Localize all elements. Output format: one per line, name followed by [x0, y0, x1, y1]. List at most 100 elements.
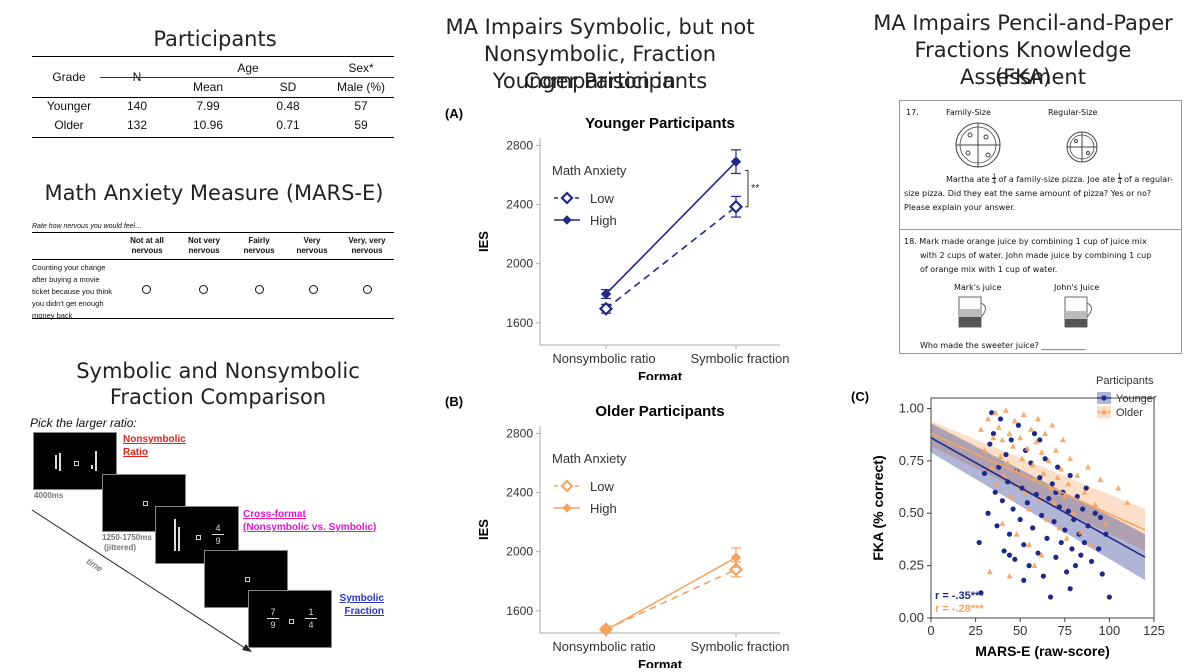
older-point — [1006, 572, 1013, 579]
row-male: 57 — [354, 98, 368, 113]
older-point — [997, 453, 1004, 460]
older-point — [1038, 449, 1045, 455]
header-grade: Grade — [52, 70, 86, 84]
regular-pizza-icon — [1066, 131, 1098, 163]
mars-title: Math Anxiety Measure (MARS-E) — [44, 181, 384, 205]
younger-point — [1055, 464, 1061, 470]
younger-point — [1062, 527, 1068, 533]
symbolic-screen: 7 9 1 4 — [248, 590, 332, 648]
older-point — [1084, 463, 1091, 470]
time-jitter-2: (jittered) — [104, 543, 136, 552]
younger-point — [1067, 472, 1073, 479]
legend-label: Older — [1116, 407, 1143, 419]
legend-label: Younger — [1116, 393, 1157, 405]
older-point — [1017, 434, 1024, 441]
older-point — [1042, 430, 1049, 437]
cross-fraction: 4 9 — [212, 523, 224, 546]
younger-point — [1106, 594, 1112, 600]
table-row: Younger 140 7.99 0.48 57 — [32, 96, 394, 115]
younger-point — [1031, 431, 1038, 437]
mars-option-1[interactable] — [142, 285, 151, 294]
older-point — [1124, 499, 1131, 506]
mars-col-5: Very, very nervous — [348, 236, 386, 255]
mars-prompt: Rate how nervous you would feel… — [32, 223, 143, 230]
older-point — [1027, 426, 1034, 432]
row-n: 140 — [126, 98, 148, 113]
older-point — [1067, 455, 1074, 462]
legend-marker — [562, 503, 572, 513]
younger-point — [1010, 506, 1016, 512]
younger-point — [1001, 548, 1007, 554]
mars-option-2[interactable] — [199, 285, 208, 294]
header-rule — [32, 97, 394, 98]
older-point — [985, 415, 992, 422]
comparison-title-2: Fraction Comparison — [109, 385, 327, 409]
younger-point — [1078, 552, 1084, 558]
chart-older: (B) Older Participants 1600 2000 2400 2800 Non… — [445, 394, 789, 668]
y-tick-label: 0.75 — [899, 453, 924, 468]
older-point — [1097, 476, 1104, 483]
table-row: Older 132 10.96 0.71 59 — [32, 115, 394, 134]
older-point — [977, 426, 984, 432]
mars-col-4: Very nervous — [296, 236, 328, 255]
younger-point — [1081, 539, 1088, 546]
younger-point — [1024, 500, 1030, 506]
header-male: Male (%) — [336, 79, 385, 94]
younger-point — [978, 590, 984, 596]
y-tick-label: 0.25 — [899, 558, 924, 573]
younger-point — [1008, 437, 1014, 443]
y-tick-label: 2000 — [506, 545, 533, 559]
younger-point — [1006, 552, 1013, 558]
regular-size-label: Regular-Size — [1048, 108, 1098, 117]
series-line-low — [605, 206, 737, 310]
x-axis-label: Format — [638, 369, 683, 380]
symbolic-left-fraction: 7 9 — [267, 607, 279, 630]
younger-point — [992, 489, 998, 495]
mark-juice-label: Mark's juice — [954, 283, 1002, 292]
mars-bottom-rule — [32, 318, 394, 319]
older-point — [1049, 422, 1056, 428]
mars-option-5[interactable] — [363, 285, 372, 294]
chart-title: Older Participants — [595, 403, 724, 420]
mars-col-1: Not at all nervous — [130, 236, 164, 255]
x-tick-label: 0 — [927, 623, 934, 638]
younger-point — [1044, 535, 1050, 541]
older-point — [1018, 455, 1025, 462]
mars-option-3[interactable] — [255, 285, 264, 294]
older-point — [1031, 562, 1038, 569]
legend-title: Math Anxiety — [552, 163, 627, 178]
right-title-2: Fractions Knowledge Assessment — [914, 38, 1132, 89]
series-line-low — [605, 568, 737, 631]
older-point — [1029, 461, 1036, 468]
younger-point — [1058, 539, 1064, 546]
legend-title: Participants — [1096, 375, 1154, 387]
data-point-high — [730, 156, 742, 167]
comparison-instruction: Pick the larger ratio: — [30, 416, 137, 430]
older-point — [1065, 480, 1072, 487]
older-point — [1011, 417, 1018, 424]
series-line-high — [605, 556, 737, 631]
older-point — [1070, 510, 1077, 516]
x-tick-label: 125 — [1143, 623, 1165, 638]
older-point — [1035, 415, 1042, 422]
label-nonsymbolic: Nonsymbolic Ratio — [123, 434, 186, 458]
younger-point — [987, 441, 993, 447]
younger-point — [1047, 594, 1054, 600]
older-point — [1058, 466, 1065, 472]
header-age: Age — [237, 60, 259, 75]
row-mean: 7.99 — [196, 98, 220, 113]
older-point — [1081, 489, 1088, 495]
younger-point — [1080, 506, 1086, 512]
younger-point — [1099, 571, 1105, 577]
y-tick-label: 0.50 — [899, 505, 924, 520]
chart-scatter: (C) 0 25 50 75 100 125 0.00 0.25 0.50 0.75 1.00 MARS… — [851, 375, 1165, 659]
mars-mid-rule — [32, 259, 394, 260]
mark-pitcher-icon — [958, 296, 986, 328]
younger-point — [1021, 542, 1027, 548]
mars-option-4[interactable] — [309, 285, 318, 294]
x-tick-label: Symbolic fraction — [691, 351, 790, 366]
older-point — [1102, 520, 1109, 527]
older-point — [1026, 541, 1033, 548]
younger-point — [1053, 554, 1059, 560]
